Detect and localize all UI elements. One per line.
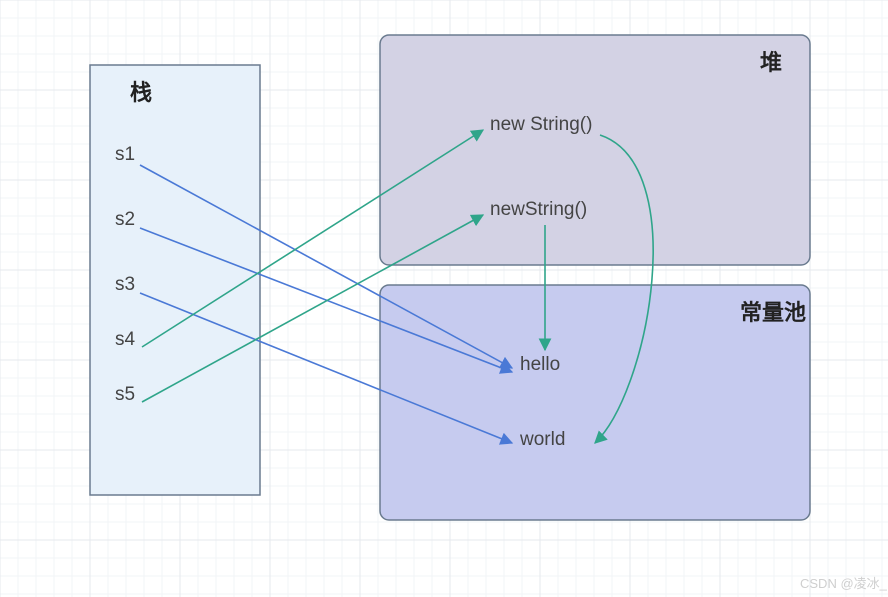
watermark: CSDN @凌冰_ <box>800 576 888 591</box>
stack-item-s2: s2 <box>115 209 135 230</box>
pool-item-hello: hello <box>520 354 560 375</box>
heap-box: 堆 new String() newString() <box>380 35 810 265</box>
stack-item-s5: s5 <box>115 384 135 405</box>
stack-item-s3: s3 <box>115 274 135 295</box>
pool-title: 常量池 <box>740 300 806 325</box>
stack-item-s1: s1 <box>115 144 135 165</box>
pool-item-world: world <box>519 429 565 450</box>
heap-item-newString1: new String() <box>490 114 592 135</box>
memory-diagram: 栈 s1 s2 s3 s4 s5 堆 new String() newString() 常量池 he… <box>0 0 888 597</box>
heap-item-newString2: newString() <box>490 199 587 220</box>
heap-rect <box>380 35 810 265</box>
stack-box: 栈 s1 s2 s3 s4 s5 <box>90 65 260 495</box>
pool-box: 常量池 hello world <box>380 285 810 520</box>
stack-item-s4: s4 <box>115 329 136 350</box>
stack-title: 栈 <box>130 80 152 105</box>
heap-title: 堆 <box>760 50 782 75</box>
